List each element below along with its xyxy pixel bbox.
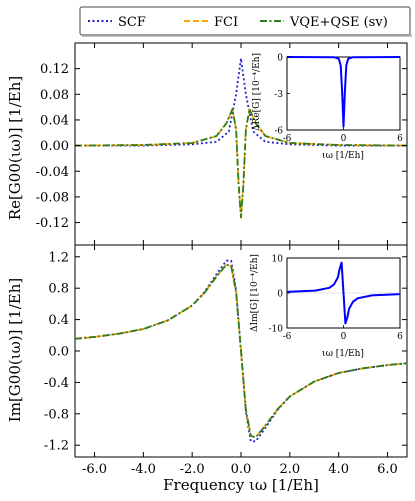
top-y-axis-label: Re[G00(ιω)] [1/Eh] [6,76,24,220]
bottom-inset-series [286,261,401,325]
top-inset-y-tick-label: 0 [277,54,283,64]
top-y-tick-label: 0.00 [40,139,69,154]
bottom-inset-x-label: ιω [1/Eh] [322,349,364,359]
bottom-inset-x-tick-label: -6 [283,332,292,342]
bottom-y-axis-label: Im[G00(ιω)] [1/Eh] [6,278,24,422]
legend-label-vqe: VQE+QSE (sv) [289,15,388,30]
bottom-inset-x-tick-label: 0 [341,332,347,342]
top-y-tick-label: -0.12 [36,216,69,231]
top-series-vqe-qse-sv- [74,108,408,219]
top-y-tick-label: -0.08 [36,190,69,205]
top-inset-x-tick-label: 6 [397,134,403,144]
bottom-y-tick-label: 1.2 [48,250,69,265]
x-tick-label: -6.0 [82,462,107,477]
legend-label-fci: FCI [214,15,238,30]
top-y-tick-label: -0.04 [36,165,69,180]
top-inset-series [286,56,401,128]
bottom-inset-y-tick-label: 10 [272,255,284,265]
top-inset-y-tick-label: -6 [274,127,283,137]
x-axis-label: Frequency ιω [1/Eh] [163,476,319,494]
x-tick-label: 6.0 [377,462,398,477]
bottom-y-tick-label: 0.0 [48,345,69,360]
legend-shadow [82,34,412,37]
top-panel: Re[G00(ιω)] [1/Eh] 0.12 0.08 0.04 0.00 -0.04… [6,42,408,246]
top-inset-x-label: ιω [1/Eh] [322,151,364,161]
bottom-y-tick-label: -0.8 [44,407,69,422]
top-y-tick-label: 0.12 [40,62,69,77]
bottom-y-tick-label: 0.8 [48,282,69,297]
bottom-inset-y-tick-label: 0 [277,290,283,300]
bottom-inset-y-tick-label: -10 [269,325,284,335]
top-x-ticks [94,43,388,245]
bottom-series-group [74,259,408,443]
top-inset-frame [286,56,401,131]
legend-label-scf: SCF [118,15,146,30]
bottom-panel: Im[G00(ιω)] [1/Eh] 1.20.80.40.0-0.4-0.8-… [6,244,408,477]
top-y-tick-label: 0.04 [40,113,69,128]
top-series-scf [75,57,407,147]
bottom-inset-y-label: ΔIm[G] [10⁻⁴/Eh] [250,254,260,332]
x-tick-label: -2.0 [180,462,205,477]
x-tick-label: 4.0 [328,462,349,477]
top-inset-y-label: ΔRe[G] [10⁻⁴/Eh] [252,53,262,131]
top-inset-x-tick-label: 0 [341,134,347,144]
bottom-y-tick-label: -1.2 [44,439,69,454]
legend: SCF FCI VQE+QSE (sv) [79,6,412,37]
bottom-inset: 10 0 -10-6 0 6 ΔIm[G] [10⁻⁴/Eh] ιω [1/Eh] [250,254,403,359]
x-tick-label: 2.0 [279,462,300,477]
bottom-inset-x-tick-label: 6 [397,332,403,342]
x-tick-label: 0.0 [231,462,252,477]
x-tick-label: -4.0 [131,462,156,477]
top-inset-x-tick-label: -6 [283,134,292,144]
top-inset: 0 -3 -6-6 0 6 ΔRe[G] [10⁻⁴/Eh] ιω [1/Eh] [252,53,403,161]
top-inset-y-tick-label: -3 [274,90,283,100]
top-inset-content: 0 -3 -6-6 0 6 [274,54,403,145]
top-y-ticks: 0.12 0.08 0.04 0.00 -0.04 -0.08 -0.12 [36,62,407,231]
bottom-inset-content: 10 0 -10-6 0 6 [269,255,404,343]
bottom-y-ticks: 1.2 0.8 0.4 0.0 -0.4 -0.8 -1.2 [44,250,407,454]
bottom-y-tick-label: -0.4 [44,376,69,391]
bottom-y-tick-label: 0.4 [48,313,69,328]
bottom-series-vqe-qse-sv- [74,263,408,439]
top-series-group [74,57,408,219]
top-y-tick-label: 0.08 [40,88,69,103]
bottom-x-ticks: -6.0 -4.0 -2.0 0.0 2.0 4.0 6.0 [82,245,398,477]
